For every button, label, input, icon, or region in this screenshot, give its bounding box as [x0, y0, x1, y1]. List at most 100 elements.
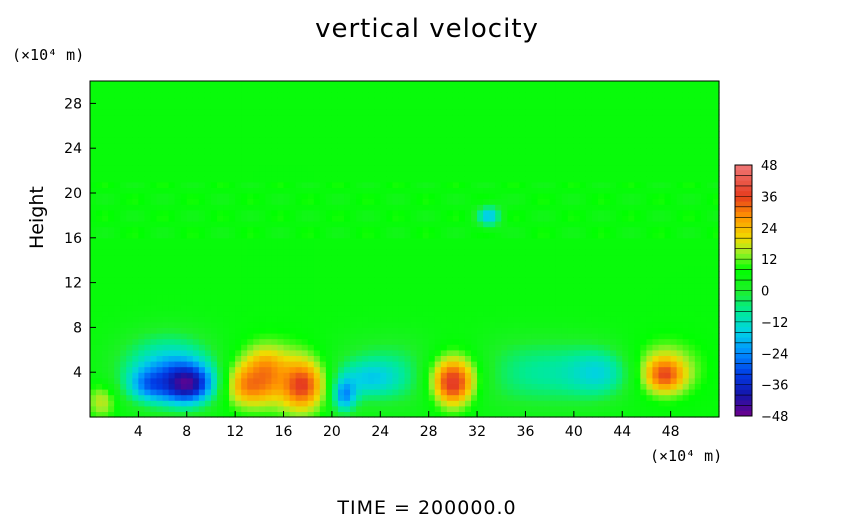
heatmap-cell — [374, 209, 381, 216]
heatmap-cell — [452, 411, 460, 418]
heatmap-cell — [579, 338, 587, 345]
heatmap-cell — [277, 355, 285, 362]
heatmap-cell — [519, 131, 527, 138]
heatmap-cell — [501, 316, 508, 323]
heatmap-cell — [428, 254, 436, 261]
heatmap-cell — [180, 237, 188, 244]
heatmap-cell — [404, 316, 412, 323]
heatmap-cell — [471, 148, 478, 155]
heatmap-cell — [495, 226, 502, 233]
heatmap-cell — [531, 243, 539, 250]
heatmap-cell — [344, 209, 351, 216]
heatmap-cell — [483, 277, 490, 284]
heatmap-cell — [156, 377, 164, 384]
heatmap-cell — [337, 366, 345, 373]
heatmap-cell — [301, 394, 309, 401]
heatmap-cell — [513, 204, 521, 211]
heatmap-cell — [380, 310, 387, 317]
heatmap-cell — [192, 355, 200, 362]
heatmap-cell — [301, 338, 309, 345]
heatmap-cell — [477, 137, 484, 144]
heatmap-cell — [440, 109, 448, 116]
heatmap-cell — [217, 405, 224, 412]
heatmap-cell — [537, 327, 545, 334]
heatmap-cell — [567, 92, 575, 99]
heatmap-cell — [174, 411, 182, 418]
heatmap-cell — [253, 137, 260, 144]
heatmap-cell — [507, 271, 514, 278]
heatmap-cell — [144, 204, 152, 211]
heatmap-cell — [162, 254, 170, 261]
heatmap-cell — [223, 260, 230, 267]
heatmap-cell — [471, 137, 478, 144]
heatmap-cell — [507, 237, 514, 244]
heatmap-cell — [573, 377, 581, 384]
heatmap-cell — [301, 254, 309, 261]
heatmap-cell — [295, 333, 303, 340]
heatmap-cell — [253, 103, 260, 110]
heatmap-cell — [198, 153, 206, 160]
heatmap-cell — [555, 176, 563, 183]
heatmap-cell — [114, 277, 121, 284]
heatmap-cell — [259, 237, 266, 244]
heatmap-cell — [265, 198, 273, 205]
heatmap-cell — [386, 321, 394, 328]
heatmap-cell — [452, 389, 460, 396]
heatmap-cell — [350, 361, 357, 368]
heatmap-cell — [331, 271, 339, 278]
heatmap-cell — [229, 165, 236, 172]
heatmap-cell — [102, 305, 109, 312]
heatmap-cell — [301, 97, 309, 104]
heatmap-cell — [410, 316, 418, 323]
heatmap-cell — [392, 389, 400, 396]
heatmap-cell — [198, 226, 206, 233]
heatmap-cell — [537, 293, 545, 300]
heatmap-cell — [434, 344, 442, 351]
heatmap-cell — [458, 260, 466, 267]
heatmap-cell — [301, 209, 309, 216]
heatmap-cell — [573, 282, 581, 289]
heatmap-cell — [204, 153, 212, 160]
heatmap-cell — [253, 198, 260, 205]
heatmap-cell — [362, 159, 369, 166]
heatmap-cell — [477, 344, 484, 351]
heatmap-cell — [120, 120, 127, 127]
heatmap-cell — [573, 305, 581, 312]
heatmap-cell — [126, 361, 133, 368]
heatmap-cell — [337, 243, 345, 250]
heatmap-cell — [180, 310, 188, 317]
heatmap-cell — [555, 377, 563, 384]
heatmap-cell — [337, 153, 345, 160]
heatmap-cell — [307, 181, 315, 188]
heatmap-cell — [114, 383, 121, 390]
heatmap-cell — [259, 316, 266, 323]
heatmap-cell — [307, 366, 315, 373]
plot-area — [90, 81, 720, 418]
heatmap-cell — [235, 389, 242, 396]
heatmap-cell — [150, 120, 158, 127]
heatmap-cell — [428, 355, 436, 362]
heatmap-cell — [114, 153, 121, 160]
heatmap-cell — [513, 372, 521, 379]
heatmap-cell — [434, 394, 442, 401]
heatmap-cell — [555, 389, 563, 396]
heatmap-cell — [301, 333, 309, 340]
heatmap-cell — [186, 148, 194, 155]
heatmap-cell — [102, 355, 109, 362]
heatmap-cell — [168, 170, 176, 177]
heatmap-cell — [567, 193, 575, 200]
heatmap-cell — [549, 389, 557, 396]
heatmap-cell — [495, 114, 502, 121]
heatmap-cell — [241, 221, 248, 228]
heatmap-cell — [223, 338, 230, 345]
heatmap-cell — [229, 293, 236, 300]
heatmap-cell — [259, 310, 266, 317]
heatmap-cell — [229, 137, 236, 144]
heatmap-cell — [241, 86, 248, 93]
heatmap-cell — [289, 187, 297, 194]
heatmap-cell — [519, 265, 527, 272]
heatmap-cell — [235, 232, 242, 239]
heatmap-cell — [507, 338, 514, 345]
heatmap-cell — [543, 377, 551, 384]
heatmap-cell — [247, 159, 254, 166]
